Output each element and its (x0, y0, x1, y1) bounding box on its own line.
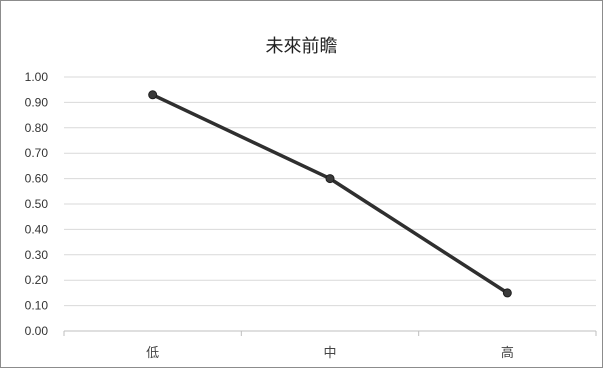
y-tick-label: 0.70 (25, 146, 49, 160)
data-point-marker (325, 174, 335, 184)
y-tick-label: 0.90 (25, 95, 49, 109)
x-axis-tick-labels: 低中高 (63, 331, 597, 361)
y-tick-label: 0.00 (25, 324, 49, 338)
chart-title: 未來前瞻 (265, 36, 338, 57)
gridlines (64, 76, 596, 332)
y-tick-label: 1.00 (25, 70, 49, 84)
y-tick-label: 0.30 (25, 248, 49, 262)
y-tick-label: 0.20 (25, 273, 49, 287)
series-line-group (148, 90, 512, 298)
x-tick-label: 高 (501, 345, 514, 361)
x-tick-label: 中 (323, 346, 336, 361)
y-tick-label: 0.80 (25, 121, 49, 135)
series-line (150, 93, 510, 295)
y-axis-tick-labels: 0.00 0.10 0.20 0.30 0.40 0.50 0.60 0.70 0.80 0.90… (25, 70, 49, 338)
y-tick-label: 0.10 (25, 299, 49, 313)
x-tick-label: 低 (146, 346, 159, 361)
y-tick-label: 0.60 (25, 172, 49, 186)
y-tick-label: 0.40 (25, 222, 49, 236)
data-point-marker (502, 288, 512, 298)
y-tick-label: 0.50 (25, 197, 49, 211)
data-point-marker (148, 90, 158, 100)
